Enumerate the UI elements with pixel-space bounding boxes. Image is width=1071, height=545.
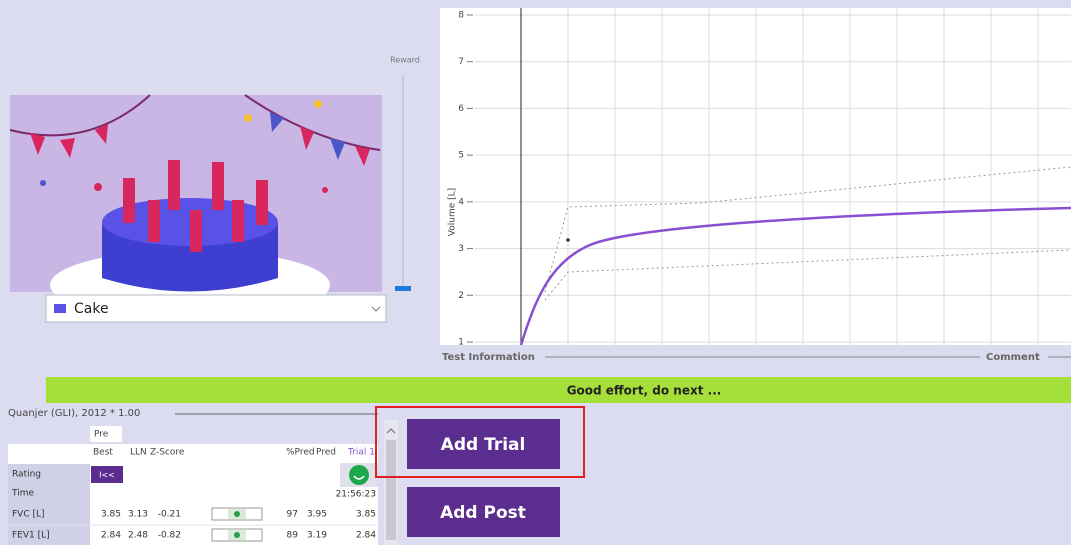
- y-tick-label: 1: [458, 338, 464, 348]
- rating-value: I<<: [99, 471, 115, 480]
- cell-value: 3.19: [307, 531, 327, 541]
- y-tick-label: 8: [458, 11, 464, 21]
- y-tick-label: 3: [458, 244, 464, 254]
- y-tick-label: 4: [458, 197, 464, 207]
- zscore-dot: [234, 532, 240, 538]
- y-tick-label: 2: [458, 291, 464, 301]
- reward-indicator: [395, 286, 411, 291]
- reward-image: [10, 95, 382, 320]
- cell-value: 2.48: [128, 531, 148, 541]
- marker-point: [566, 238, 570, 242]
- row-label: Rating: [12, 470, 41, 480]
- cell-value: 97: [287, 510, 298, 520]
- column-header: Z-Score: [150, 448, 185, 458]
- y-tick-label: 7: [458, 57, 464, 67]
- cell-value: 3.13: [128, 510, 148, 520]
- button-label: Add Trial: [441, 435, 526, 455]
- column-header: %Pred: [286, 448, 315, 458]
- group-label: Pre: [94, 430, 109, 440]
- column-header: LLN: [130, 448, 147, 458]
- equation-label: Quanjer (GLI), 2012 * 1.00: [8, 408, 140, 419]
- reward-dropdown[interactable]: Cake: [46, 295, 386, 322]
- y-tick-label: 5: [458, 151, 464, 161]
- status-text: Good effort, do next ...: [567, 384, 722, 398]
- y-axis-label: Volume [L]: [448, 188, 458, 236]
- column-header: Trial 1: [347, 448, 375, 458]
- section-label: Test Information: [442, 352, 535, 363]
- cell-value: 3.85: [101, 510, 121, 520]
- row-label: FVC [L]: [12, 510, 45, 520]
- smiley-icon: [349, 465, 369, 485]
- dropdown-icon: [54, 304, 66, 313]
- cell-value: -0.82: [158, 531, 181, 541]
- add-post-button[interactable]: Add Post: [407, 487, 560, 537]
- page: Reward Cake Volume [L] 1 2 3 4 5 6 7 8 Test Inf…: [0, 0, 1071, 545]
- zscore-dot: [234, 511, 240, 517]
- dropdown-value: Cake: [74, 301, 109, 317]
- cell-value: -0.21: [158, 510, 181, 520]
- row-label: FEV1 [L]: [12, 531, 50, 541]
- cell-value: 2.84: [356, 531, 376, 541]
- cell-value: 2.84: [101, 531, 121, 541]
- scroll-thumb[interactable]: [386, 440, 396, 540]
- button-label: Add Post: [440, 503, 526, 523]
- row-label: Time: [11, 489, 34, 499]
- section-label: Comment: [986, 352, 1040, 363]
- reward-label: Reward: [390, 56, 420, 65]
- time-value: 21:56:23: [336, 490, 376, 500]
- app-window: Reward Cake Volume [L] 1 2 3 4 5 6 7 8 Test Inf…: [0, 0, 1071, 545]
- cell-value: 3.95: [307, 510, 327, 520]
- column-header: Pred: [316, 448, 336, 458]
- status-bar: [46, 377, 1071, 403]
- add-trial-button[interactable]: Add Trial: [407, 419, 560, 469]
- y-tick-label: 6: [458, 104, 464, 114]
- cell-value: 3.85: [356, 510, 376, 520]
- volume-chart: Volume [L] 1 2 3 4 5 6 7 8: [440, 8, 1071, 348]
- cell-value: 89: [287, 531, 299, 541]
- column-header: Best: [93, 448, 113, 458]
